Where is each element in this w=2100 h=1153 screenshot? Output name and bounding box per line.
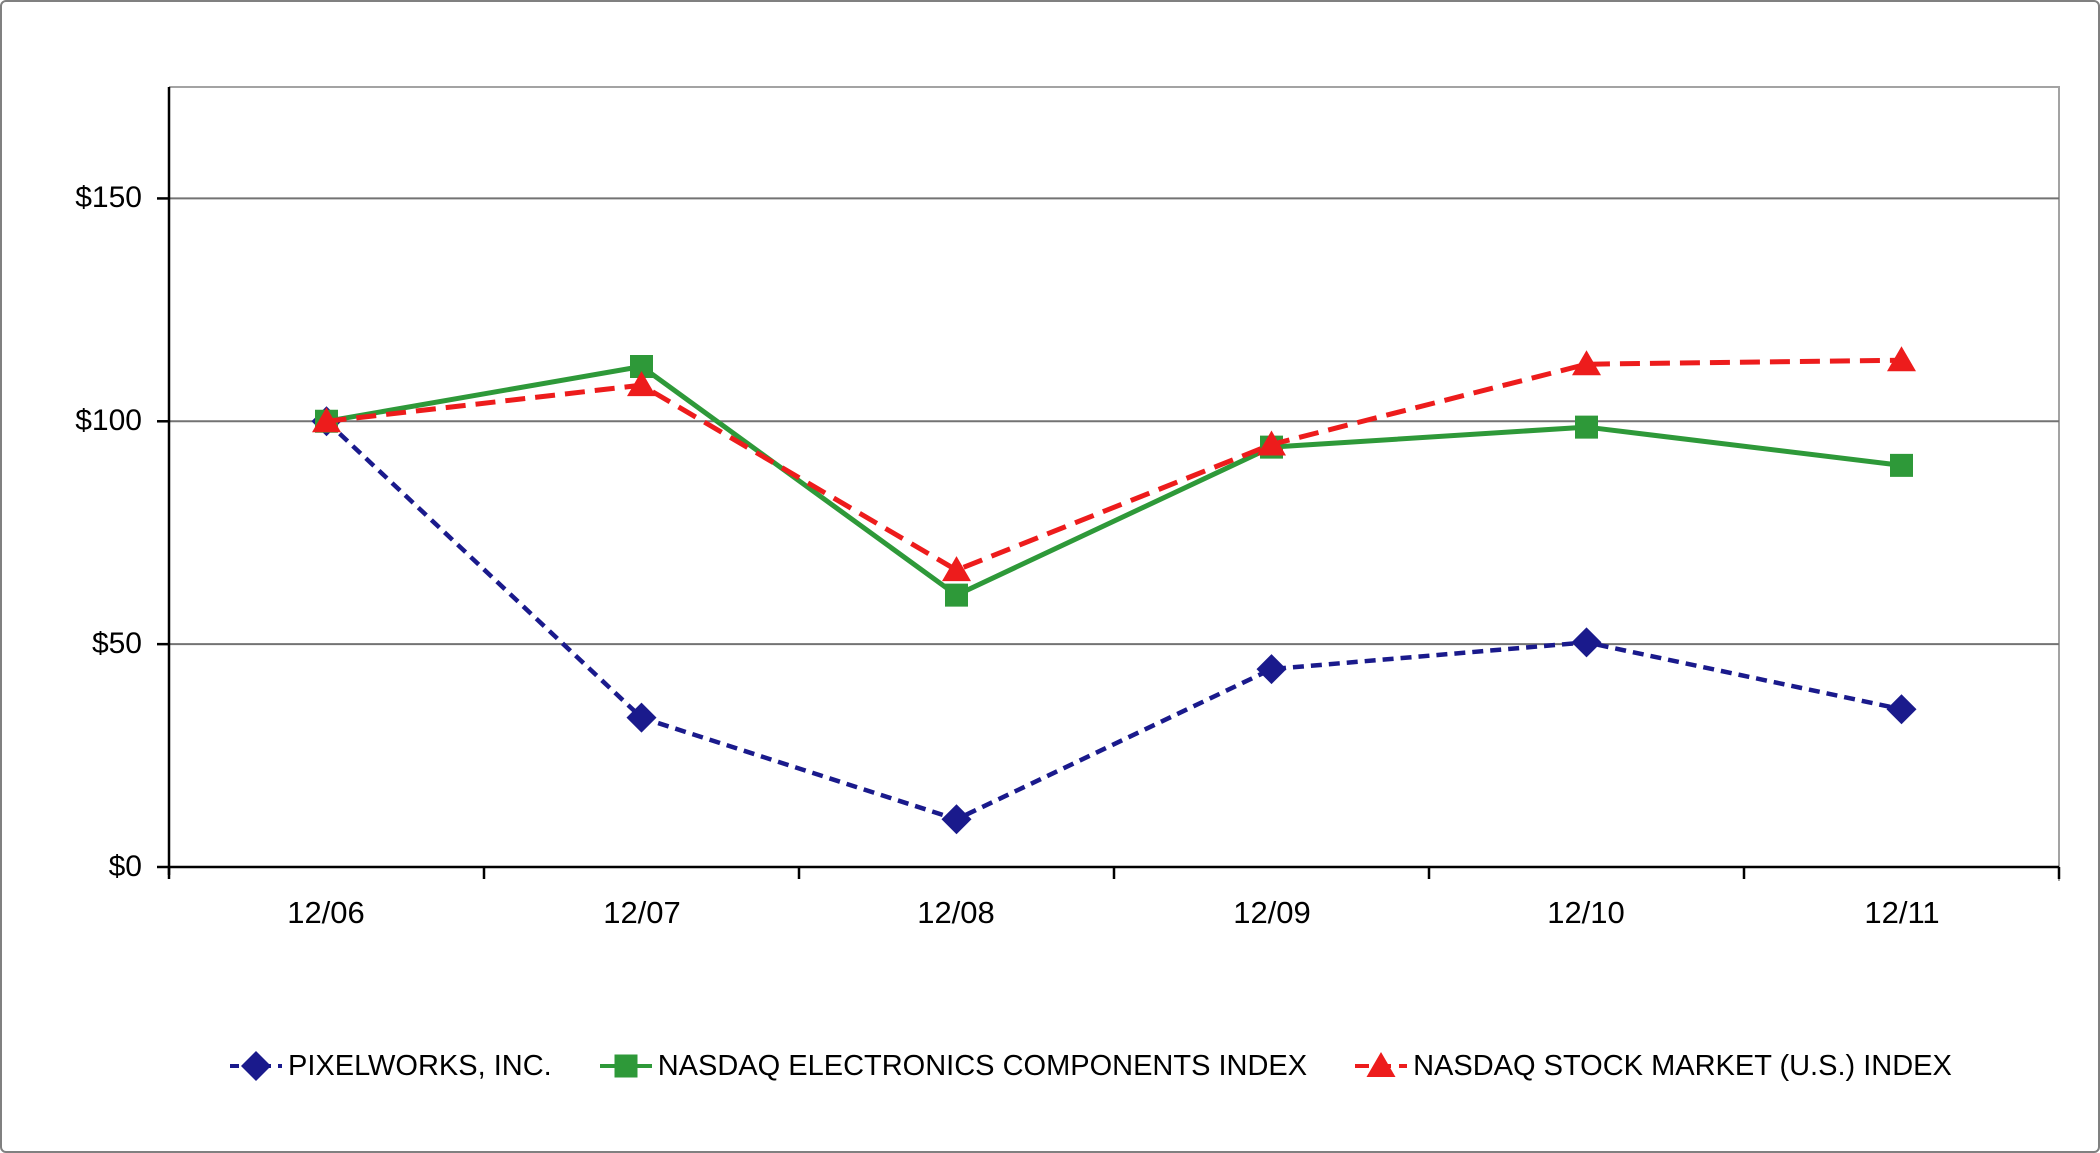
square-marker-icon [599,1054,652,1078]
diamond-marker [1886,694,1917,725]
legend-label: NASDAQ ELECTRONICS COMPONENTS INDEX [657,1049,1308,1082]
x-tick-label: 12/06 [287,895,365,930]
x-tick-label: 12/08 [917,895,995,930]
y-tick-label-0: $0 [108,850,142,883]
square-marker [1890,453,1913,477]
plot-frame [169,86,2060,881]
legend-item-nasdaq-stock-market: NASDAQ STOCK MARKET (U.S.) INDEX [1353,1048,1952,1084]
triangle-marker [312,407,341,433]
triangle-marker [1887,346,1916,372]
legend-label: PIXELWORKS, INC. [288,1049,552,1082]
legend-item-nasdaq-electronics: NASDAQ ELECTRONICS COMPONENTS INDEX [598,1048,1307,1084]
triangle-marker [942,556,971,582]
diamond-marker-icon [230,1051,282,1081]
square-marker [945,583,968,607]
x-tick-label: 12/10 [1547,895,1625,930]
diamond-marker [626,702,657,733]
diamond-marker [1571,627,1602,658]
series-line-2 [326,357,1902,573]
chart-legend: PIXELWORKS, INC. NASDAQ ELECTRONICS COMP… [228,1038,1952,1094]
y-tick-label-150: $150 [75,181,142,214]
square-marker [1575,415,1598,439]
diamond-marker [941,804,972,835]
series-line-1 [326,363,1902,599]
triangle-marker [627,371,656,397]
triangle-marker [1257,430,1286,456]
legend-label: NASDAQ STOCK MARKET (U.S.) INDEX [1413,1049,1952,1082]
y-tick-label-50: $50 [91,627,142,660]
x-tick-label: 12/07 [603,895,681,930]
triangle-marker-icon [1355,1052,1408,1077]
square-marker [630,354,653,378]
y-tick-label-100: $100 [75,404,142,437]
triangle-marker [1572,350,1601,376]
legend-item-pixelworks: PIXELWORKS, INC. [228,1048,552,1084]
x-tick-label: 12/11 [1864,895,1940,930]
series-line-0 [324,419,1902,822]
x-tick-label: 12/09 [1233,895,1311,930]
diamond-marker [1256,654,1287,685]
